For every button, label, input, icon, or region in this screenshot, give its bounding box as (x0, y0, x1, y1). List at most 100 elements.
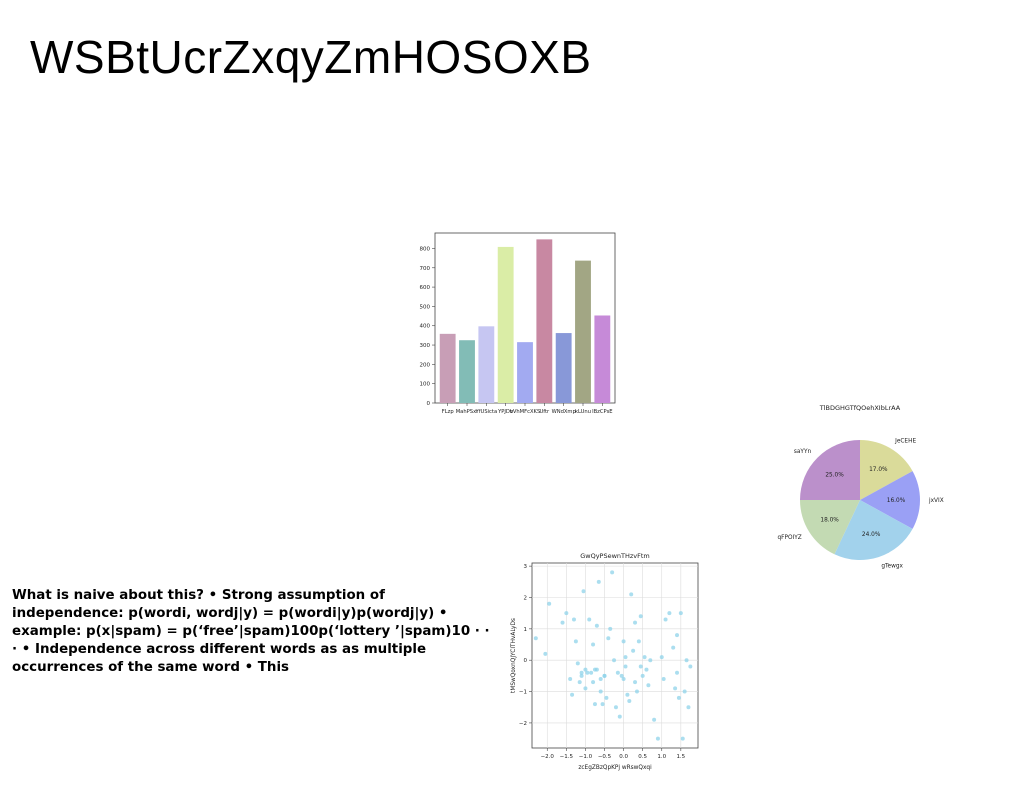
scatter-point (581, 589, 586, 594)
scatter-point (596, 579, 601, 584)
x-tick-label: −2.0 (541, 754, 555, 760)
scatter-point (577, 680, 582, 685)
scatter-point (661, 677, 666, 682)
scatter-point (608, 626, 613, 631)
x-tick-label: Uftr (539, 409, 550, 415)
scatter-point (600, 702, 605, 707)
bar-kLUnu (575, 260, 591, 403)
x-tick-label: vVhMFcXKS (510, 409, 540, 415)
scatter-point (606, 636, 611, 641)
pie-chart: TlBDGHGTfQOehXIbLrAA 17.0% JeCEHE 16.0% jxVI… (777, 404, 944, 570)
pie-pct-label: 17.0% (869, 467, 888, 473)
scatter-point (633, 680, 638, 685)
slide-title: WSBtUcrZxqyZmHOSOXB (30, 31, 592, 83)
pie-slice-label: saYYn (794, 449, 812, 455)
x-tick-label: MahPSxr (456, 409, 479, 415)
plot-frame (531, 562, 699, 749)
x-tick-label: WNdXmp (552, 409, 577, 415)
scatter-point (676, 695, 681, 700)
scatter-point (627, 698, 632, 703)
pie-slice-saYYn (800, 440, 860, 500)
scatter-point (673, 686, 678, 691)
y-axis-label: tMSwQoxnQJYCITHvALyDs (511, 618, 517, 693)
y-tick-label: 3 (524, 564, 528, 570)
scatter-point (615, 670, 620, 675)
bar-chart: 0 100 200 300 400 500 600 700 800 FLzp MahPSxrYfUS… (420, 232, 616, 415)
scatter-point (587, 617, 592, 622)
x-tick-label: YfUSicta (475, 409, 498, 415)
bar-IBzCPsE (594, 315, 611, 403)
scatter-point (547, 601, 552, 606)
x-tick-label: −0.5 (598, 754, 612, 760)
pie-slice-label: JeCEHE (894, 439, 916, 445)
pie-slice-label: jxVIX (928, 498, 944, 504)
x-tick-label: YPJDb (497, 409, 514, 415)
scatter-point (659, 655, 664, 660)
pie-slice-jxVIX (860, 471, 920, 529)
scatter-point (619, 673, 624, 678)
scatter-point (623, 664, 628, 669)
y-tick-label: 700 (420, 266, 431, 272)
scatter-point (589, 670, 594, 675)
y-tick-label: −1 (519, 690, 527, 696)
scatter-point (633, 620, 638, 625)
pie-slice-qFPOIYZ (800, 500, 860, 555)
body-text: What is naive about this? • Strong assum… (12, 588, 490, 675)
scatter-point (671, 645, 676, 650)
scatter-point (631, 648, 636, 653)
scatter-point (579, 673, 584, 678)
scatter-point (682, 689, 687, 694)
pie-pct-label: 25.0% (825, 473, 844, 479)
scatter-point (579, 670, 584, 675)
bar-vVhMFcXKS (517, 342, 533, 403)
scatter-point (655, 736, 660, 741)
scatter-point (684, 658, 689, 663)
scatter-point (543, 651, 548, 656)
scatter-point (644, 667, 649, 672)
scatter-point (667, 611, 672, 616)
scatter-point (648, 658, 653, 663)
scatter-point (646, 683, 651, 688)
pie-pct-label: 16.0% (887, 498, 906, 504)
scatter-point (571, 617, 576, 622)
scatter-point (629, 592, 634, 597)
scatter-point (583, 667, 588, 672)
x-tick-label: kLUnu (575, 409, 591, 415)
scatter-point (613, 705, 618, 710)
y-tick-label: −2 (519, 721, 527, 727)
scatter-point (533, 636, 538, 641)
scatter-point (642, 655, 647, 660)
y-tick-label: 0 (427, 401, 431, 407)
x-tick-label: IBzCPsE (592, 409, 612, 415)
scatter-point (568, 677, 573, 682)
y-tick-label: 1 (524, 627, 528, 633)
y-tick-label: 500 (420, 304, 431, 310)
x-tick-label: 1.5 (676, 754, 685, 760)
pie-slice-gTewgx (834, 500, 913, 560)
x-tick-label: 1.0 (657, 754, 666, 760)
scatter-point (604, 695, 609, 700)
scatter-point (625, 692, 630, 697)
scatter-point (570, 692, 575, 697)
x-tick-label: FLzp (442, 409, 455, 415)
pie-slice-label: gTewgx (881, 564, 903, 570)
x-tick-label: −1.0 (579, 754, 593, 760)
scatter-point (594, 667, 599, 672)
scatter-point (612, 658, 617, 663)
x-tick-label: 0.0 (619, 754, 628, 760)
scatter-point (688, 664, 693, 669)
scatter-title: GwQyPSewnTHzvFtm (580, 552, 650, 560)
scatter-point (638, 664, 643, 669)
scatter-point (640, 673, 645, 678)
scatter-point (634, 689, 639, 694)
scatter-point (663, 617, 668, 622)
scatter-point (610, 570, 615, 575)
scatter-point (621, 639, 626, 644)
y-tick-label: 2 (524, 595, 528, 601)
scatter-point (678, 611, 683, 616)
y-tick-label: 0 (524, 658, 528, 664)
scatter-point (621, 677, 626, 682)
scatter-point (583, 686, 588, 691)
scatter-point (573, 639, 578, 644)
scatter-point (638, 614, 643, 619)
